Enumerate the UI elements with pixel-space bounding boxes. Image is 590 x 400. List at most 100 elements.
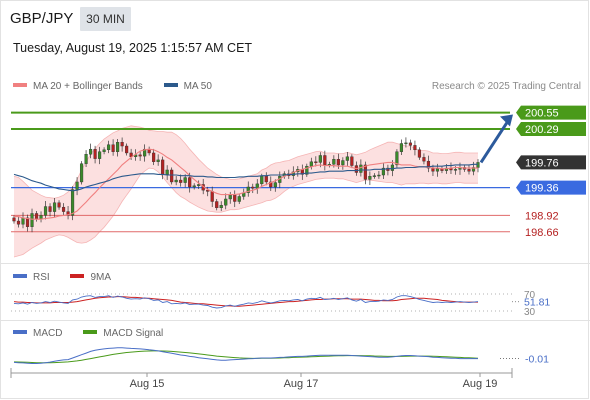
candle-body bbox=[255, 183, 259, 189]
candle-body bbox=[363, 164, 367, 180]
candle-body bbox=[237, 196, 241, 202]
interval-button[interactable]: 30 MIN bbox=[80, 7, 131, 31]
level-label-3: 199.36 bbox=[525, 183, 559, 195]
macd-signal-line bbox=[13, 350, 479, 364]
bollinger-band bbox=[14, 125, 478, 257]
legend-9ma: 9MA bbox=[70, 272, 111, 283]
candle-body bbox=[390, 164, 394, 171]
candle-body bbox=[84, 154, 88, 164]
candle-body bbox=[93, 148, 97, 159]
candle-body bbox=[188, 177, 192, 188]
candle-body bbox=[12, 217, 16, 222]
candle-body bbox=[66, 211, 70, 216]
macd-legend: MACD MACD Signal bbox=[13, 328, 181, 339]
candle-body bbox=[264, 176, 268, 183]
candle-body bbox=[165, 169, 169, 175]
forecast-arrow-shaft bbox=[479, 118, 511, 164]
macd-line bbox=[13, 347, 478, 364]
x-tick-label-0: Aug 15 bbox=[130, 378, 165, 390]
candle-body bbox=[70, 189, 75, 216]
candle-body bbox=[98, 151, 102, 159]
candle-body bbox=[251, 186, 255, 189]
candle-body bbox=[107, 144, 111, 151]
legend-bollinger: MA 20 + Bollinger Bands bbox=[13, 81, 143, 92]
candle-body bbox=[125, 145, 129, 154]
candle-body bbox=[143, 148, 147, 157]
candle-body bbox=[359, 164, 363, 173]
candle-body bbox=[116, 142, 120, 152]
candle-body bbox=[269, 181, 273, 188]
candle-body bbox=[435, 168, 440, 172]
separator-macd bbox=[0, 320, 590, 321]
legend-9ma-swatch bbox=[70, 274, 85, 279]
candle-body bbox=[156, 159, 160, 162]
candle-body bbox=[368, 176, 372, 180]
candle-body bbox=[467, 169, 471, 172]
candle-body bbox=[246, 186, 250, 193]
candle-body bbox=[215, 201, 219, 209]
legend-rsi-swatch bbox=[13, 274, 27, 279]
chart-header: GBP/JPY 30 MIN Tuesday, August 19, 2025 … bbox=[0, 0, 590, 72]
legend-rsi-label: RSI bbox=[33, 272, 50, 283]
candle-body bbox=[426, 160, 431, 169]
candle-body bbox=[30, 213, 34, 227]
candle-body bbox=[323, 155, 327, 166]
candle-body bbox=[336, 159, 340, 166]
candle-body bbox=[417, 149, 422, 158]
level-label-box-1 bbox=[516, 122, 586, 136]
level-label-5: 198.66 bbox=[525, 227, 559, 239]
level-label-4: 198.92 bbox=[525, 210, 559, 222]
candle-body bbox=[377, 174, 381, 177]
candle-body bbox=[341, 160, 345, 166]
legend-ma50-swatch bbox=[163, 83, 178, 88]
candle-body bbox=[399, 143, 404, 152]
candle-body bbox=[476, 162, 480, 168]
macd-current-label: -0.01 bbox=[525, 354, 549, 366]
candle-body bbox=[318, 155, 322, 163]
candle-body bbox=[192, 185, 196, 188]
ma20-line bbox=[14, 148, 478, 220]
legend-9ma-label: 9MA bbox=[90, 272, 112, 283]
legend-rsi: RSI bbox=[13, 272, 50, 283]
candle-body bbox=[413, 145, 417, 151]
candle-body bbox=[233, 194, 237, 202]
legend-bollinger-label: MA 20 + Bollinger Bands bbox=[33, 81, 143, 92]
symbol-title: GBP/JPY bbox=[10, 10, 74, 27]
rsi-level-label-0: 70 bbox=[524, 290, 536, 301]
candle-body bbox=[88, 148, 93, 155]
candle-body bbox=[111, 144, 115, 152]
candle-body bbox=[309, 161, 313, 167]
level-label-box-0 bbox=[516, 105, 586, 120]
candle-body bbox=[210, 191, 214, 202]
legend-macd-signal-swatch bbox=[83, 330, 98, 335]
legend-macd-signal: MACD Signal bbox=[83, 328, 163, 339]
candle-body bbox=[228, 194, 232, 200]
legend-macd: MACD bbox=[13, 328, 62, 339]
timestamp: Tuesday, August 19, 2025 1:15:57 AM CET bbox=[13, 41, 253, 55]
candle-body bbox=[61, 206, 66, 212]
candle-body bbox=[161, 159, 165, 175]
candle-body bbox=[350, 156, 354, 166]
candle-body bbox=[305, 165, 309, 175]
level-label-box-3 bbox=[516, 180, 586, 195]
candle-body bbox=[57, 202, 61, 208]
candle-body bbox=[260, 176, 264, 185]
candle-body bbox=[152, 152, 156, 162]
rsi-level-label-1: 30 bbox=[524, 307, 536, 318]
candle-body bbox=[174, 179, 178, 183]
legend-bollinger-swatch bbox=[13, 83, 27, 88]
separator-rsi bbox=[0, 263, 590, 264]
candle-body bbox=[471, 167, 476, 172]
candle-body bbox=[444, 167, 449, 171]
level-label-box-2 bbox=[516, 155, 586, 170]
forecast-arrow-head bbox=[500, 114, 513, 127]
level-label-1: 200.29 bbox=[525, 124, 559, 136]
ma50-line bbox=[13, 163, 478, 192]
candle-body bbox=[372, 175, 376, 177]
candle-body bbox=[345, 156, 349, 161]
candle-body bbox=[179, 179, 183, 183]
candle-body bbox=[170, 169, 174, 183]
x-tick-label-1: Aug 17 bbox=[284, 378, 319, 390]
legend-macd-swatch bbox=[13, 330, 27, 335]
